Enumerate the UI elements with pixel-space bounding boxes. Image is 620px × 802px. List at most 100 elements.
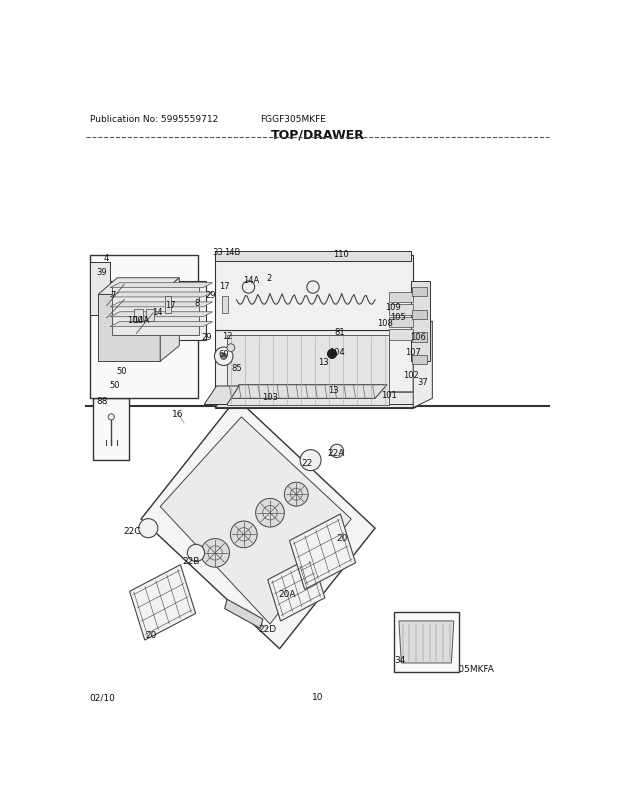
Text: 14: 14 xyxy=(152,308,162,317)
Polygon shape xyxy=(110,302,213,307)
Polygon shape xyxy=(141,399,375,649)
Text: 20A: 20A xyxy=(278,589,296,597)
Circle shape xyxy=(255,499,285,528)
Text: eReplacementParts.com: eReplacementParts.com xyxy=(258,382,378,391)
Polygon shape xyxy=(204,387,239,405)
Polygon shape xyxy=(227,336,389,405)
Polygon shape xyxy=(110,312,213,318)
Text: 100: 100 xyxy=(128,316,143,325)
Circle shape xyxy=(227,344,235,352)
Text: 103: 103 xyxy=(262,392,278,402)
Text: 8: 8 xyxy=(195,298,200,308)
Polygon shape xyxy=(389,318,413,328)
Polygon shape xyxy=(112,286,200,336)
Polygon shape xyxy=(399,621,454,663)
Text: 2: 2 xyxy=(267,274,272,283)
Circle shape xyxy=(330,444,343,458)
Polygon shape xyxy=(215,331,413,408)
Text: 50: 50 xyxy=(110,381,120,390)
Text: 110: 110 xyxy=(333,249,348,258)
Circle shape xyxy=(187,545,205,562)
Text: 50: 50 xyxy=(117,367,127,375)
Polygon shape xyxy=(224,600,263,629)
Text: 109: 109 xyxy=(385,303,401,312)
Text: 22D: 22D xyxy=(259,624,277,633)
Bar xyxy=(412,288,427,297)
Text: 16: 16 xyxy=(172,409,184,418)
Circle shape xyxy=(139,519,158,538)
Text: 81: 81 xyxy=(334,328,345,337)
Circle shape xyxy=(285,483,308,507)
Polygon shape xyxy=(160,417,351,624)
Text: 106: 106 xyxy=(410,333,426,342)
Text: 13: 13 xyxy=(318,357,329,367)
Text: 102: 102 xyxy=(403,371,418,380)
Bar xyxy=(412,310,427,319)
Text: 107: 107 xyxy=(405,348,421,357)
Text: TFGGF305MKFA: TFGGF305MKFA xyxy=(423,664,494,674)
Text: 108: 108 xyxy=(376,319,392,328)
Polygon shape xyxy=(389,330,413,340)
Text: 17: 17 xyxy=(219,282,230,291)
Circle shape xyxy=(108,415,114,420)
Circle shape xyxy=(201,539,229,568)
Bar xyxy=(94,399,129,460)
Text: 60: 60 xyxy=(218,350,229,358)
Text: 22C: 22C xyxy=(124,526,141,535)
Polygon shape xyxy=(110,322,213,327)
Polygon shape xyxy=(290,514,356,589)
Text: 14A: 14A xyxy=(133,315,149,324)
Text: 14B: 14B xyxy=(224,247,241,257)
Text: 13: 13 xyxy=(328,386,339,395)
Text: 14A: 14A xyxy=(243,276,259,285)
Text: 4: 4 xyxy=(104,253,109,262)
Polygon shape xyxy=(215,256,413,331)
Circle shape xyxy=(215,347,233,366)
Circle shape xyxy=(300,450,321,471)
Polygon shape xyxy=(215,252,411,261)
Text: 7: 7 xyxy=(111,290,116,300)
Polygon shape xyxy=(411,282,430,362)
Polygon shape xyxy=(98,295,160,362)
Text: 85: 85 xyxy=(231,363,242,372)
Text: 101: 101 xyxy=(381,390,397,399)
Text: 34: 34 xyxy=(394,655,405,664)
Text: 22A: 22A xyxy=(327,448,345,458)
Text: 22: 22 xyxy=(301,458,313,467)
Polygon shape xyxy=(389,305,413,315)
Polygon shape xyxy=(215,393,430,408)
Polygon shape xyxy=(98,278,179,295)
Text: 39: 39 xyxy=(97,268,107,277)
Polygon shape xyxy=(413,322,432,408)
Polygon shape xyxy=(146,310,154,322)
Text: 33: 33 xyxy=(212,247,223,257)
Circle shape xyxy=(231,521,257,548)
Bar xyxy=(89,256,198,399)
Text: 02/10: 02/10 xyxy=(89,692,115,701)
Circle shape xyxy=(327,350,337,359)
Circle shape xyxy=(221,354,227,360)
Text: FGGF305MKFE: FGGF305MKFE xyxy=(260,115,326,124)
Bar xyxy=(394,612,459,672)
Text: 17: 17 xyxy=(166,301,176,310)
Polygon shape xyxy=(375,393,428,405)
Polygon shape xyxy=(165,297,171,314)
Text: 10: 10 xyxy=(312,692,324,701)
Polygon shape xyxy=(389,293,413,303)
Text: 88: 88 xyxy=(96,397,108,406)
Bar xyxy=(412,355,427,365)
Polygon shape xyxy=(268,557,325,622)
Text: Publication No: 5995559712: Publication No: 5995559712 xyxy=(89,115,218,124)
Text: 29: 29 xyxy=(205,290,216,300)
Polygon shape xyxy=(160,278,179,362)
Polygon shape xyxy=(110,283,213,288)
Polygon shape xyxy=(110,293,213,298)
Polygon shape xyxy=(227,385,387,399)
Polygon shape xyxy=(134,310,143,322)
Text: 105: 105 xyxy=(390,313,406,322)
Text: 37: 37 xyxy=(417,377,428,386)
Text: 104: 104 xyxy=(329,348,345,357)
Polygon shape xyxy=(89,263,110,315)
Text: 20: 20 xyxy=(145,630,156,639)
Text: TOP/DRAWER: TOP/DRAWER xyxy=(271,128,365,141)
